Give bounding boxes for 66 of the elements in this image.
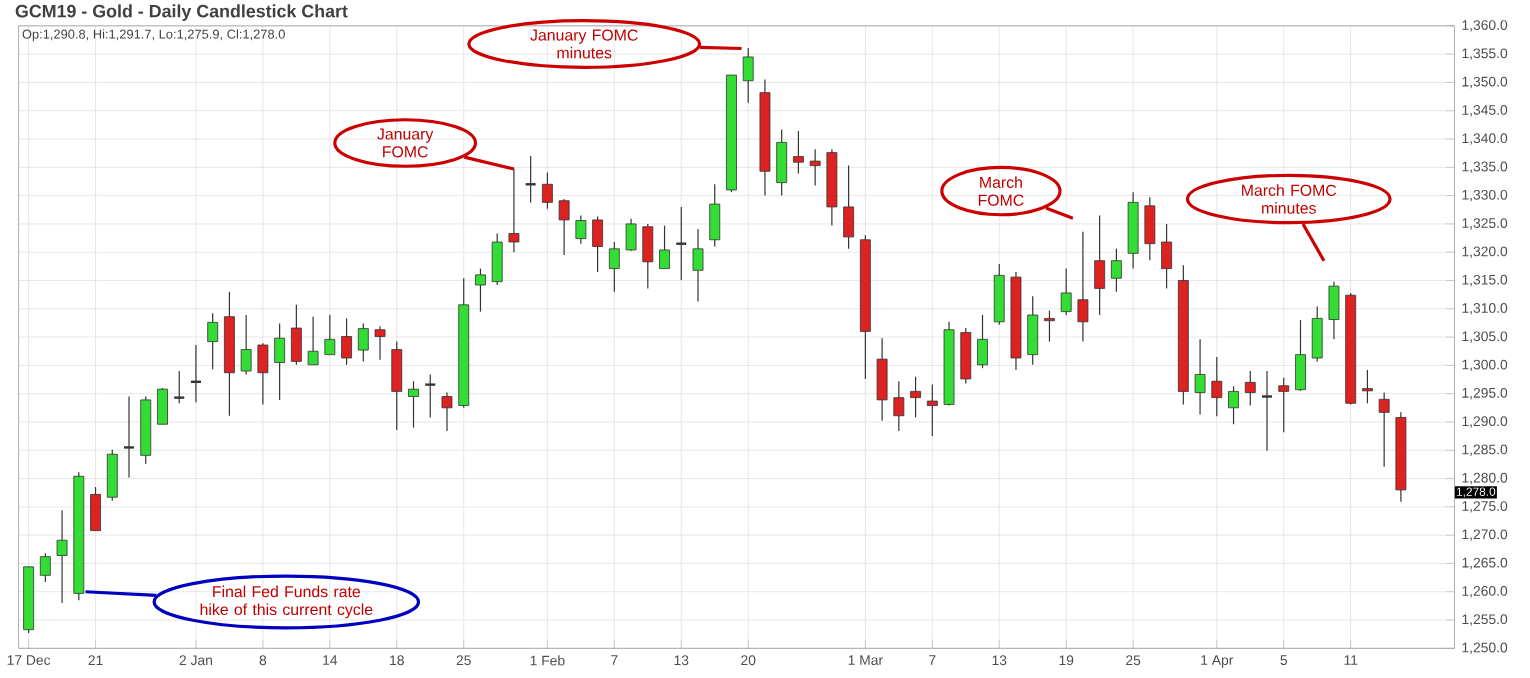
candlestick xyxy=(324,314,336,356)
candlestick xyxy=(307,316,319,366)
candlestick xyxy=(793,130,804,175)
candlestick xyxy=(1211,356,1223,417)
candlestick xyxy=(491,232,503,286)
candlestick xyxy=(257,342,269,405)
candlestick xyxy=(910,376,921,418)
candlestick xyxy=(809,148,821,186)
candlestick xyxy=(659,224,670,270)
candlestick xyxy=(56,509,68,604)
candlestick xyxy=(876,337,888,422)
candlestick xyxy=(391,340,403,431)
candlestick xyxy=(1295,319,1306,392)
chart-title: GCM19 - Gold - Daily Candlestick Chart xyxy=(15,4,348,21)
candlestick xyxy=(843,164,855,250)
candlestick xyxy=(1362,369,1373,404)
candlestick xyxy=(625,218,637,252)
candlestick xyxy=(1194,338,1206,416)
candlestick xyxy=(558,198,570,256)
candlestick xyxy=(157,387,168,425)
candlestick xyxy=(709,183,721,248)
candlestick xyxy=(541,171,553,210)
candlestick xyxy=(960,327,972,385)
candlestick xyxy=(742,47,754,104)
candlestick xyxy=(290,304,302,366)
candlestick xyxy=(592,215,604,273)
candlestick xyxy=(776,128,788,197)
candlestick xyxy=(1044,309,1055,343)
candlestick xyxy=(893,380,905,432)
candlestick xyxy=(1328,280,1340,340)
candlestick xyxy=(122,395,136,478)
candlestick xyxy=(357,322,369,362)
candlestick xyxy=(1144,196,1156,261)
candlestick xyxy=(1161,223,1173,289)
candlestick xyxy=(1077,231,1089,343)
candlestick xyxy=(575,214,587,245)
candlestick xyxy=(1094,214,1106,316)
candlestick xyxy=(993,263,1005,326)
candlestick xyxy=(274,322,286,401)
candlestick xyxy=(1378,391,1390,468)
candlestick xyxy=(1060,267,1072,316)
candlestick xyxy=(1278,377,1290,433)
candlestick xyxy=(1311,305,1323,362)
candlestick xyxy=(106,449,118,502)
candlestick xyxy=(642,223,654,289)
candlestick xyxy=(207,312,219,370)
candlestick xyxy=(172,370,186,404)
candlestick xyxy=(508,168,520,253)
candlestick xyxy=(374,325,386,361)
candlestick xyxy=(977,314,988,369)
candlestick xyxy=(1110,248,1122,293)
candlestick xyxy=(1244,370,1256,407)
candlestick xyxy=(441,391,453,432)
candlestick xyxy=(90,486,101,532)
candlestick xyxy=(341,317,352,366)
candlestick xyxy=(240,314,252,375)
candlestick xyxy=(608,241,620,293)
candlestick xyxy=(926,383,938,437)
candlestick xyxy=(39,552,51,583)
candlestick xyxy=(475,267,486,313)
candlestick xyxy=(1027,295,1039,366)
candlestick xyxy=(408,380,419,429)
candlestick xyxy=(692,228,704,302)
candlestick xyxy=(424,373,437,418)
candlestick xyxy=(1228,385,1239,425)
candlestick xyxy=(1260,370,1274,452)
